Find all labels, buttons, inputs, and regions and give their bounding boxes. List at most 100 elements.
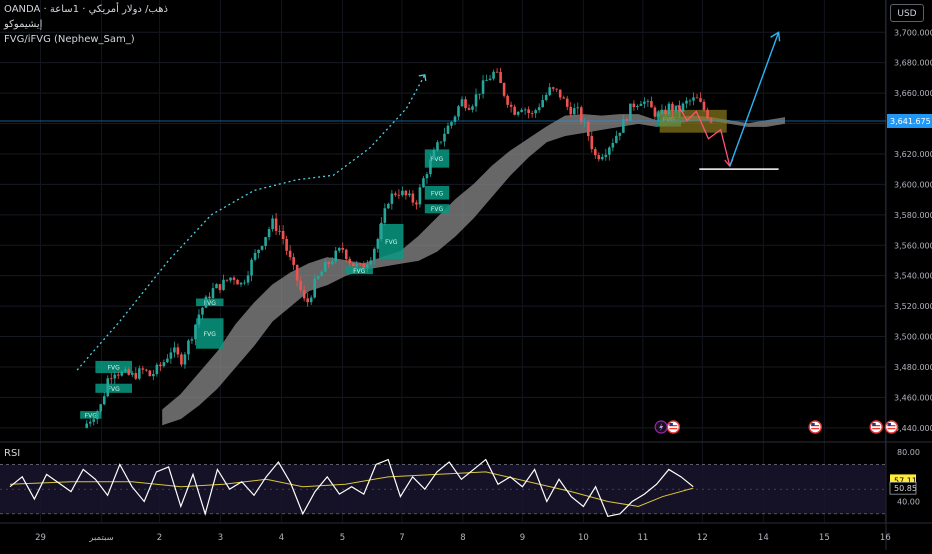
- time-axis-label: 16: [880, 533, 891, 543]
- candle-body: [334, 250, 338, 262]
- candle-body: [204, 296, 208, 308]
- candle-body: [660, 109, 664, 114]
- rsi-ma-line: [9, 471, 694, 507]
- price-tick-label: 3,680.000: [894, 59, 932, 68]
- fvg-zone-label: FVG: [353, 268, 366, 275]
- candle-body: [99, 404, 103, 412]
- fvg-zone: [95, 360, 132, 374]
- candle-body: [102, 396, 106, 405]
- candle-body: [95, 411, 99, 420]
- fvg-zone-label: FVG: [204, 331, 217, 338]
- candle-body: [134, 373, 138, 379]
- candle-body: [464, 99, 467, 109]
- fvg-zone: [379, 223, 404, 259]
- candle-body: [615, 135, 618, 143]
- candle-body: [418, 187, 422, 205]
- candle-body: [408, 193, 411, 196]
- candle-body: [309, 297, 313, 303]
- candle-body: [306, 298, 309, 303]
- rsi-ma-box: [889, 481, 917, 495]
- candle-body: [159, 364, 162, 367]
- candle-body: [387, 203, 390, 209]
- candle-body: [351, 263, 355, 267]
- flag-canton: [811, 423, 815, 426]
- candle-body: [671, 103, 674, 112]
- candle-body: [695, 97, 699, 99]
- candle-body: [471, 106, 474, 110]
- fvg-zone-label: FVG: [431, 156, 444, 163]
- candle-body: [225, 279, 229, 281]
- price-tick-label: 3,500.000: [894, 333, 932, 342]
- price-tick-label: 3,700.000: [894, 28, 932, 37]
- candle-body: [502, 83, 506, 96]
- candle-body: [302, 290, 306, 299]
- candle-body: [120, 371, 124, 376]
- candle-body: [323, 261, 327, 272]
- current-price-label: 3,641.675: [890, 117, 931, 126]
- candle-body: [288, 250, 292, 258]
- time-axis-label: 12: [697, 533, 708, 543]
- candle-body: [685, 100, 688, 104]
- candle-body: [88, 421, 92, 424]
- candle-body: [152, 373, 155, 377]
- candle-body: [369, 260, 373, 265]
- candle-body: [257, 249, 260, 253]
- price-tick-label: 3,600.000: [894, 180, 932, 189]
- candle-body: [92, 419, 96, 422]
- time-axis-label: 11: [637, 533, 648, 543]
- candle-body: [278, 230, 281, 232]
- price-tick-label: 3,660.000: [894, 89, 932, 98]
- candle-body: [436, 142, 439, 151]
- flag-stripe: [669, 425, 678, 427]
- time-axis-label: 2: [157, 533, 162, 543]
- candle-body: [330, 261, 334, 264]
- candle-body: [366, 264, 369, 268]
- fvg-zone-label: FVG: [108, 386, 121, 393]
- candle-body: [109, 378, 113, 380]
- candle-body: [579, 107, 583, 123]
- candle-body: [562, 97, 566, 99]
- candle-body: [264, 237, 267, 246]
- candle-body: [394, 193, 397, 195]
- fvg-zone: [424, 185, 450, 200]
- candle-body: [618, 132, 622, 136]
- price-tick-label: 3,520.000: [894, 302, 932, 311]
- candle-body: [116, 374, 120, 376]
- candle-body: [211, 288, 215, 299]
- candle-body: [572, 108, 576, 115]
- candle-body: [380, 222, 383, 240]
- candle-body: [548, 87, 551, 95]
- candle-body: [229, 277, 232, 281]
- fvg-zone-label: FVG: [431, 190, 444, 197]
- candle-body: [481, 80, 485, 94]
- candle-body: [362, 263, 366, 268]
- candle-body: [383, 208, 387, 223]
- time-axis-label: 5: [340, 533, 345, 543]
- candle-body: [422, 178, 425, 188]
- price-tick-label: 3,440.000: [894, 424, 932, 433]
- candle-body: [576, 107, 580, 109]
- candle-body: [355, 263, 359, 267]
- candle-body: [478, 93, 481, 95]
- us-flag-event-icon: [666, 420, 681, 434]
- candle-body: [145, 369, 148, 371]
- candle-body: [344, 249, 348, 260]
- rsi-ma-label: 50.85: [894, 484, 917, 493]
- candle-body: [404, 190, 408, 196]
- candle-body: [162, 362, 166, 367]
- candle-body: [401, 190, 404, 196]
- candle-body: [590, 136, 594, 150]
- flag-stripe: [887, 428, 896, 430]
- candle-body: [688, 100, 692, 102]
- fvg-zone: [196, 318, 224, 349]
- candle-body: [373, 248, 376, 261]
- currency-button[interactable]: USD: [890, 4, 924, 22]
- candle-body: [467, 108, 471, 110]
- candle-body: [341, 247, 345, 250]
- candle-body: [155, 364, 159, 374]
- candle-body: [358, 263, 362, 265]
- candle-body: [520, 109, 523, 112]
- candle-body: [85, 423, 89, 428]
